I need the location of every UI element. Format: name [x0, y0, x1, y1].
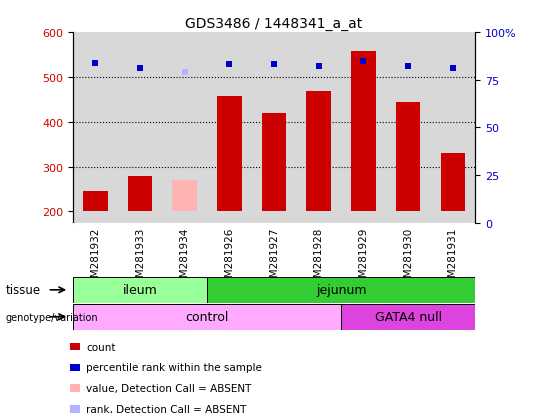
Text: GSM281928: GSM281928	[314, 227, 324, 290]
Text: percentile rank within the sample: percentile rank within the sample	[86, 363, 262, 373]
Bar	[441, 154, 465, 212]
Bar	[217, 97, 241, 212]
Text: rank, Detection Call = ABSENT: rank, Detection Call = ABSENT	[86, 404, 247, 413]
Text: GATA4 null: GATA4 null	[375, 311, 442, 323]
Bar	[396, 102, 421, 212]
Text: count: count	[86, 342, 116, 352]
Text: GSM281929: GSM281929	[359, 227, 368, 290]
Bar	[262, 114, 286, 212]
Text: control: control	[185, 311, 228, 323]
Text: GSM281933: GSM281933	[135, 227, 145, 290]
Text: jejunum: jejunum	[316, 284, 366, 297]
Text: GSM281930: GSM281930	[403, 227, 413, 290]
Text: GSM281934: GSM281934	[180, 227, 190, 290]
Bar	[127, 176, 152, 212]
Text: GSM281931: GSM281931	[448, 227, 458, 290]
Bar	[83, 192, 107, 212]
Bar	[341, 304, 475, 330]
Text: GSM281927: GSM281927	[269, 227, 279, 290]
Text: GSM281932: GSM281932	[90, 227, 100, 290]
Text: tissue: tissue	[5, 284, 40, 297]
Bar	[351, 52, 376, 212]
Title: GDS3486 / 1448341_a_at: GDS3486 / 1448341_a_at	[185, 17, 363, 31]
Bar	[172, 180, 197, 212]
Text: value, Detection Call = ABSENT: value, Detection Call = ABSENT	[86, 383, 252, 393]
Text: GSM281926: GSM281926	[224, 227, 234, 290]
Text: ileum: ileum	[123, 284, 157, 297]
Bar	[207, 277, 475, 303]
Bar	[73, 304, 341, 330]
Bar	[73, 277, 207, 303]
Text: genotype/variation: genotype/variation	[5, 312, 98, 322]
Bar	[307, 92, 331, 212]
